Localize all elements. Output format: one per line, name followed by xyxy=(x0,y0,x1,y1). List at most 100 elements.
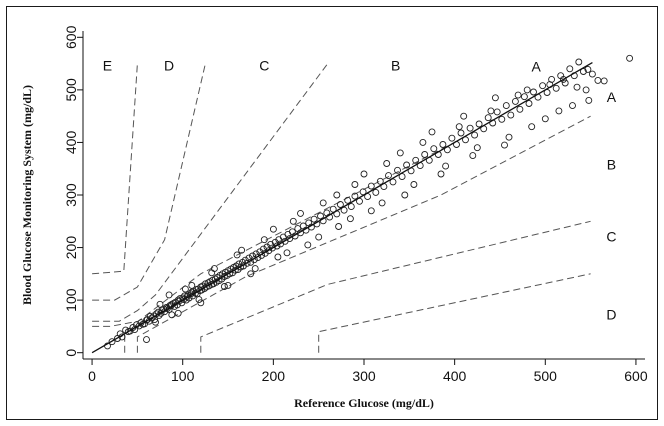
zone-label: C xyxy=(606,229,616,245)
data-point xyxy=(569,102,576,110)
data-point xyxy=(469,152,477,160)
data-point xyxy=(448,134,456,142)
data-point xyxy=(267,240,275,248)
y-tick-label: 500 xyxy=(63,78,79,102)
zone-labels: E D C B A A B C D xyxy=(103,58,617,323)
data-point xyxy=(346,215,354,223)
data-point xyxy=(347,203,355,211)
data-point xyxy=(471,131,479,139)
figure-frame: E D C B A A B C D 0 100 200 300 400 500 600 0 100 200 300 4… xyxy=(6,6,658,420)
data-point xyxy=(575,58,583,66)
zone-label: D xyxy=(606,306,616,322)
data-point xyxy=(143,336,150,344)
data-point xyxy=(403,161,411,169)
x-tick-label: 400 xyxy=(443,368,467,384)
data-point xyxy=(514,91,522,99)
data-point xyxy=(516,105,524,113)
data-point xyxy=(251,265,259,273)
data-point xyxy=(430,145,438,153)
data-point xyxy=(260,236,268,244)
y-tick-label: 200 xyxy=(63,236,79,260)
data-point xyxy=(507,111,515,119)
x-tick-label: 600 xyxy=(624,368,648,384)
data-point xyxy=(367,207,375,215)
zone-boundary-line xyxy=(92,63,329,322)
data-point xyxy=(181,285,189,293)
data-point xyxy=(152,318,159,326)
data-point xyxy=(466,124,474,132)
data-point xyxy=(421,151,429,158)
data-points xyxy=(104,54,634,350)
data-point xyxy=(372,188,380,196)
data-point xyxy=(188,281,196,289)
data-point xyxy=(344,196,352,204)
data-point xyxy=(401,191,409,199)
data-point xyxy=(491,94,499,102)
zone-boundary-line xyxy=(92,63,138,275)
zone-label: A xyxy=(532,59,542,75)
zone-label: A xyxy=(607,89,617,105)
data-point xyxy=(360,170,368,178)
data-point xyxy=(502,102,510,110)
data-point xyxy=(584,65,592,73)
scatter-chart: E D C B A A B C D 0 100 200 300 400 500 600 0 100 200 300 4… xyxy=(20,25,648,410)
data-point xyxy=(525,100,533,107)
data-point xyxy=(168,311,176,319)
data-point xyxy=(428,128,436,136)
data-point xyxy=(475,120,483,128)
data-point xyxy=(626,54,634,62)
data-point xyxy=(484,114,492,122)
data-point xyxy=(319,199,327,207)
data-point xyxy=(541,115,549,123)
data-point xyxy=(351,192,359,200)
zone-boundary-line xyxy=(136,115,591,353)
data-point xyxy=(208,269,216,277)
data-point xyxy=(493,108,501,116)
data-point xyxy=(156,300,164,308)
data-point xyxy=(396,149,404,157)
data-point xyxy=(333,191,341,199)
x-tick-label: 500 xyxy=(534,368,558,384)
zone-label: B xyxy=(391,58,400,74)
data-point xyxy=(286,235,294,243)
data-point xyxy=(498,115,506,123)
data-point xyxy=(108,338,116,346)
zone-label: C xyxy=(259,58,269,74)
data-point xyxy=(561,79,569,87)
data-point xyxy=(419,138,427,146)
zone-boundary-line xyxy=(200,220,591,353)
y-tick-label: 300 xyxy=(63,183,79,207)
data-point xyxy=(600,77,608,85)
data-point xyxy=(220,283,228,290)
data-point xyxy=(437,170,445,178)
data-point xyxy=(297,209,304,217)
data-point xyxy=(195,296,203,304)
zone-boundary-line xyxy=(318,273,591,353)
data-point xyxy=(351,181,359,188)
x-tick-label: 300 xyxy=(352,368,376,384)
data-point xyxy=(336,201,344,208)
data-point xyxy=(473,144,481,152)
x-tick-label: 0 xyxy=(88,368,96,384)
data-point xyxy=(412,156,420,164)
y-tick-label: 100 xyxy=(63,288,79,312)
data-point xyxy=(297,229,304,237)
data-point xyxy=(165,291,173,299)
y-tick-label: 0 xyxy=(63,349,79,357)
x-tick-label: 100 xyxy=(171,368,195,384)
data-point xyxy=(231,266,239,274)
data-point xyxy=(460,112,468,120)
data-point xyxy=(283,249,291,257)
data-point xyxy=(376,177,384,185)
data-point xyxy=(520,93,528,101)
data-point xyxy=(289,217,297,225)
data-point xyxy=(247,270,255,278)
data-point xyxy=(552,84,560,92)
data-point xyxy=(383,160,391,167)
data-point xyxy=(273,242,281,250)
data-point xyxy=(410,181,418,188)
x-tick-label: 200 xyxy=(262,368,286,384)
data-point xyxy=(174,309,182,317)
data-point xyxy=(378,199,386,207)
y-tick-label: 600 xyxy=(63,25,79,49)
